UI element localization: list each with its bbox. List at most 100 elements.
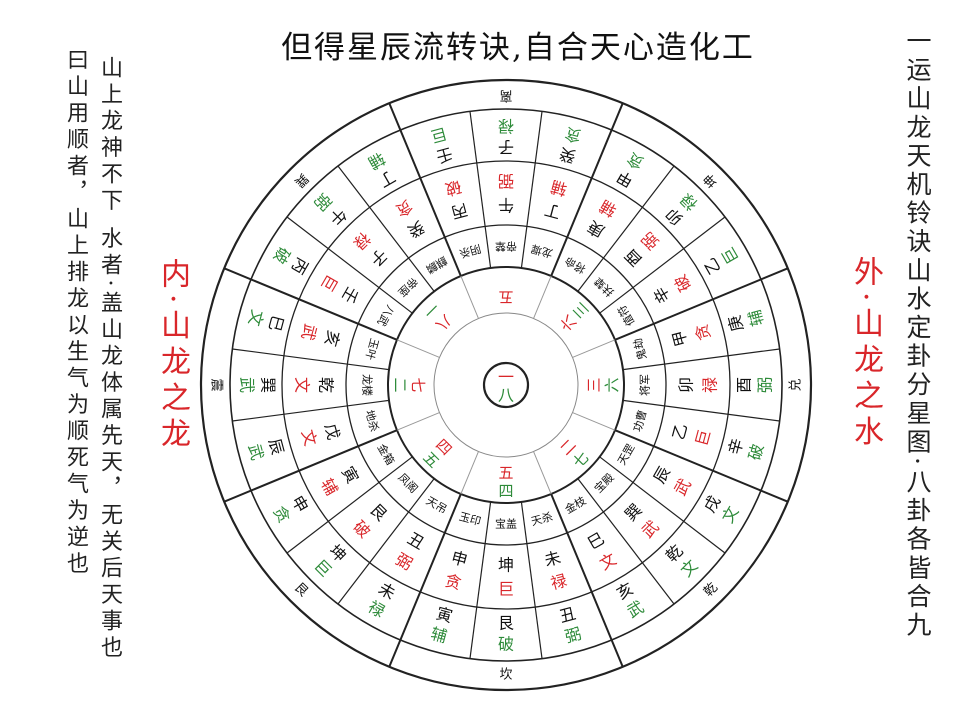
sector: 八武 bbox=[374, 303, 396, 329]
right-text-column: 一运山龙天机铃诀山水定卦分星图·八卦各皆合九 bbox=[903, 28, 932, 641]
star-name: 玉叶 bbox=[363, 337, 381, 362]
middle-star: 弼 bbox=[392, 549, 415, 573]
number-divider bbox=[460, 275, 479, 319]
sector-divider bbox=[337, 478, 435, 605]
middle-star: 禄 bbox=[701, 377, 720, 393]
sector-divider bbox=[286, 456, 413, 554]
middle-mountain: 坤 bbox=[498, 556, 514, 575]
center-circle bbox=[482, 361, 530, 409]
outer-star-ring-border bbox=[281, 160, 731, 610]
trigram-ring-border bbox=[229, 108, 783, 662]
star-name: 地杀 bbox=[363, 408, 382, 433]
number-red: 五 bbox=[498, 288, 513, 306]
middle-star: 文 bbox=[596, 549, 619, 573]
sector-divider bbox=[232, 348, 390, 371]
sector: 地杀 bbox=[363, 408, 382, 433]
trigram-divider bbox=[223, 429, 398, 503]
trigram-label: 震 bbox=[209, 378, 224, 391]
star-name: 值符 bbox=[615, 303, 637, 329]
sector: 天杀 bbox=[529, 509, 554, 528]
middle-star: 贪 bbox=[692, 322, 714, 342]
sector: 帝辇 bbox=[495, 240, 517, 254]
star-name: 鬼劫 bbox=[630, 337, 649, 362]
middle-mountain: 子 bbox=[366, 245, 391, 270]
star-name: 八武 bbox=[374, 303, 396, 329]
trigram-label: 巽 bbox=[291, 170, 311, 190]
middle-star: 辅 bbox=[317, 475, 341, 498]
middle-mountain: 未 bbox=[542, 548, 562, 570]
outer-mountain: 巳 bbox=[265, 313, 287, 333]
middle-mountain: 辛 bbox=[650, 283, 674, 306]
star-name: 帝座 bbox=[395, 274, 420, 299]
number-green: 六 bbox=[603, 377, 621, 392]
middle-mountain: 乾 bbox=[317, 377, 336, 393]
outer-mountain: 癸 bbox=[557, 144, 577, 166]
number-divider bbox=[396, 412, 440, 431]
middle-mountain: 亥 bbox=[321, 328, 343, 348]
star-name: 凤阁 bbox=[395, 470, 420, 495]
middle-mountain: 丑 bbox=[404, 529, 427, 553]
outer-star: 贪 bbox=[563, 124, 583, 146]
outer-mountain: 艮 bbox=[498, 614, 514, 633]
star-name: 天吊 bbox=[424, 494, 450, 516]
outer-mountain: 辰 bbox=[265, 436, 287, 456]
outer-mountain: 酉 bbox=[735, 377, 754, 393]
star-name: 帝辇 bbox=[495, 240, 517, 254]
trigram-label: 乾 bbox=[701, 580, 721, 600]
star-name: 金枝 bbox=[562, 493, 588, 516]
middle-mountain: 乙 bbox=[669, 421, 691, 441]
middle-mountain: 戊 bbox=[321, 421, 343, 441]
sector: 阴杀 bbox=[458, 242, 483, 261]
star-name: 将命 bbox=[562, 253, 588, 276]
sector-divider bbox=[622, 348, 780, 371]
outer-star: 弼 bbox=[756, 377, 775, 393]
middle-star: 武 bbox=[298, 322, 320, 342]
star-name: 宝殿 bbox=[591, 470, 616, 495]
outer-label: 外·山龙之水 bbox=[848, 256, 883, 452]
outer-mountain: 壬 bbox=[434, 144, 454, 166]
number-red: 七 bbox=[409, 377, 427, 392]
middle-star: 文 bbox=[293, 377, 312, 393]
sector-divider bbox=[520, 111, 543, 269]
inner-label: 内·山龙之龙 bbox=[155, 258, 190, 454]
star-name: 扶辇 bbox=[591, 274, 616, 299]
sector-divider bbox=[622, 399, 780, 422]
outer-mountain: 寅 bbox=[434, 604, 454, 626]
star-name: 天罡 bbox=[615, 442, 637, 468]
outer-star: 辅 bbox=[745, 308, 767, 328]
trigram-divider bbox=[388, 102, 462, 277]
sector: 功曹 bbox=[631, 409, 649, 434]
outer-star: 武 bbox=[238, 377, 257, 393]
star-name: 龙楼 bbox=[361, 374, 375, 396]
sector: 凤阁 bbox=[395, 470, 420, 495]
star-name: 天杀 bbox=[529, 509, 554, 528]
middle-mountain: 寅 bbox=[338, 463, 362, 486]
middle-mountain: 壬 bbox=[338, 283, 362, 306]
inner-star-ring-border bbox=[387, 266, 625, 504]
left-text-column-2: 曰山用顺者，山上排龙以生气为顺死气为逆也 bbox=[63, 48, 88, 578]
middle-star: 破 bbox=[670, 271, 694, 294]
middle-star: 弼 bbox=[498, 172, 514, 191]
middle-mountain: 巳 bbox=[584, 529, 607, 553]
middle-star: 武 bbox=[670, 475, 694, 498]
sector: 天罡 bbox=[615, 442, 637, 468]
middle-star: 贪 bbox=[443, 571, 463, 593]
sector: 龙墀 bbox=[530, 242, 555, 260]
trigram-divider bbox=[614, 267, 789, 341]
sector-divider bbox=[469, 111, 492, 269]
sector: 金枝 bbox=[562, 493, 588, 516]
outer-mountain: 辛 bbox=[725, 436, 747, 456]
middle-star: 弼 bbox=[638, 228, 663, 253]
sector: 值符 bbox=[615, 303, 637, 329]
trigram-label: 坎 bbox=[499, 668, 512, 683]
center-number-green: 八 bbox=[498, 386, 514, 405]
sector-divider bbox=[520, 501, 543, 659]
middle-mountain: 癸 bbox=[404, 217, 427, 241]
sector-divider bbox=[577, 165, 675, 292]
sector-divider bbox=[286, 216, 413, 314]
middle-mountain: 艮 bbox=[366, 500, 391, 525]
star-name: 金箱 bbox=[374, 441, 397, 467]
middle-star: 巨 bbox=[692, 428, 714, 448]
trigram-label: 坤 bbox=[701, 170, 721, 190]
